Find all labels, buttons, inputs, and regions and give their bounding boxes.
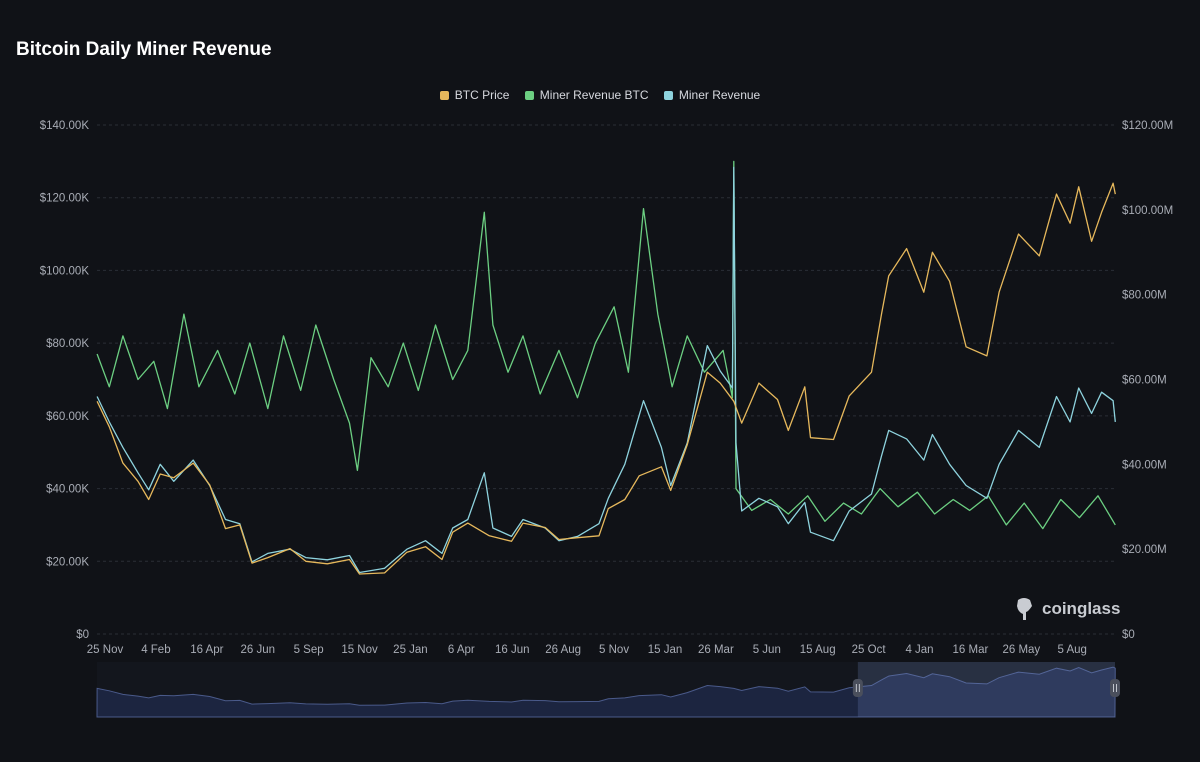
legend-swatch xyxy=(663,90,673,100)
x-tick-label: 26 May xyxy=(1002,644,1040,656)
y-right-tick-label: $80.00M xyxy=(1122,290,1167,302)
x-tick-label: 26 Mar xyxy=(698,644,734,656)
y-left-tick-label: $60.00K xyxy=(46,411,89,423)
y-right-tick-label: $120.00M xyxy=(1122,120,1173,132)
x-tick-label: 5 Aug xyxy=(1058,644,1087,656)
x-tick-label: 5 Nov xyxy=(599,644,629,656)
legend: BTC Price Miner Revenue BTC Miner Revenu… xyxy=(0,88,1200,103)
legend-label: BTC Price xyxy=(454,88,510,102)
legend-item-btc-price[interactable]: BTC Price xyxy=(439,88,510,102)
x-tick-label: 26 Jun xyxy=(240,644,275,656)
slider-overview-area xyxy=(96,666,1116,718)
coinglass-logo-icon xyxy=(1017,598,1032,620)
x-tick-label: 16 Mar xyxy=(953,644,989,656)
y-left-tick-label: $100.00K xyxy=(40,265,90,277)
x-tick-label: 4 Jan xyxy=(905,644,933,656)
y-left-tick-label: $20.00K xyxy=(46,556,89,568)
x-tick-label: 15 Jan xyxy=(648,644,683,656)
legend-label: Miner Revenue BTC xyxy=(539,88,649,102)
y-right-tick-label: $0 xyxy=(1122,629,1135,641)
legend-swatch xyxy=(524,90,534,100)
data-zoom-slider[interactable] xyxy=(96,662,1120,718)
slider-selected-window xyxy=(857,662,1115,717)
legend-item-miner-revenue[interactable]: Miner Revenue xyxy=(663,88,761,102)
x-tick-label: 15 Aug xyxy=(800,644,836,656)
x-tick-label: 25 Jan xyxy=(393,644,428,656)
legend-item-miner-revenue-btc[interactable]: Miner Revenue BTC xyxy=(524,88,649,102)
miner-revenue-btc-line xyxy=(96,160,1116,530)
slider-handle-right[interactable] xyxy=(1110,679,1120,697)
legend-label: Miner Revenue xyxy=(678,88,761,102)
x-tick-label: 6 Apr xyxy=(448,644,475,656)
y-left-tick-label: $0 xyxy=(76,629,89,641)
x-tick-label: 16 Apr xyxy=(190,644,223,656)
legend-swatch xyxy=(439,90,449,100)
x-tick-label: 5 Jun xyxy=(753,644,781,656)
y-right-tick-label: $100.00M xyxy=(1122,205,1173,217)
x-tick-label: 15 Nov xyxy=(341,644,378,656)
y-left-tick-label: $40.00K xyxy=(46,484,89,496)
chart-title: Bitcoin Daily Miner Revenue xyxy=(16,39,272,60)
x-tick-label: 25 Nov xyxy=(87,644,124,656)
x-tick-label: 26 Aug xyxy=(545,644,581,656)
x-tick-label: 16 Jun xyxy=(495,644,530,656)
x-tick-label: 25 Oct xyxy=(852,644,887,656)
y-right-tick-label: $40.00M xyxy=(1122,459,1167,471)
x-tick-label: 4 Feb xyxy=(141,644,170,656)
y-left-tick-label: $80.00K xyxy=(46,338,89,350)
y-left-tick-label: $140.00K xyxy=(40,120,90,132)
y-left-tick-label: $120.00K xyxy=(40,193,90,205)
y-right-tick-label: $20.00M xyxy=(1122,544,1167,556)
coinglass-logo-text: coinglass xyxy=(1042,599,1120,618)
y-right-tick-label: $60.00M xyxy=(1122,375,1167,387)
miner-revenue-line xyxy=(96,166,1116,574)
slider-handle-left[interactable] xyxy=(852,679,863,697)
btc-price-line xyxy=(96,182,1116,575)
x-tick-label: 5 Sep xyxy=(294,644,324,656)
coinglass-logo: coinglass xyxy=(1017,598,1120,620)
